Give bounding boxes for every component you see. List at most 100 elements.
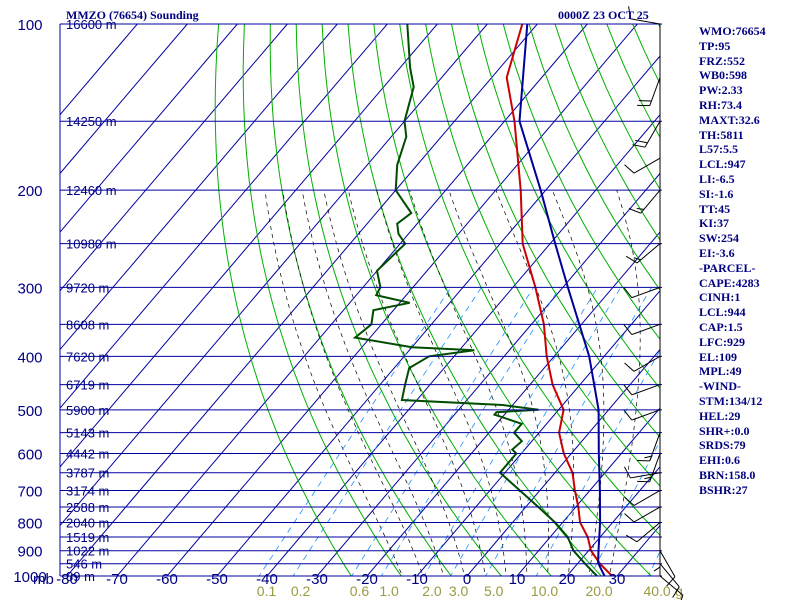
grid-layer <box>60 24 800 588</box>
mixing-ratio-line <box>351 287 534 576</box>
temperature-tick-label: -50 <box>206 571 228 588</box>
temperature-tick-label: 0 <box>463 571 471 588</box>
wind-barb-staff <box>633 490 661 506</box>
mixing-ratio-label: 2.0 <box>422 583 442 599</box>
wind-barb <box>628 189 661 214</box>
mixing-ratio-label: 0.2 <box>291 583 311 599</box>
index-item: EL:109 <box>699 349 738 364</box>
index-item: SW:254 <box>699 231 740 246</box>
isotherm-line <box>60 24 238 233</box>
wind-barb <box>637 432 661 462</box>
wind-barb-staff <box>659 550 676 577</box>
index-item: CAPE:4283 <box>699 275 760 290</box>
isotherm-line <box>60 24 338 351</box>
isotherm-line <box>60 24 388 409</box>
mixing-ratio-line <box>292 287 482 576</box>
wind-barb-flag <box>623 466 631 479</box>
wind-barb-flag <box>672 586 680 598</box>
temperature-tick-label: -40 <box>256 571 278 588</box>
wind-barb-staff <box>633 355 661 372</box>
mixing-ratio-line <box>450 287 622 576</box>
height-label: 89 m <box>66 569 95 584</box>
pressure-tick-label: 600 <box>17 447 42 464</box>
index-item: L57:5.5 <box>699 142 738 157</box>
isotherm-line <box>466 348 660 576</box>
height-label: 1022 m <box>66 544 109 559</box>
mixing-ratio-line <box>590 440 660 576</box>
isotherm-line <box>266 113 660 576</box>
index-item: BRN:158.0 <box>699 467 756 482</box>
wind-barb-flag <box>628 6 631 19</box>
wind-barb-staff <box>630 18 661 25</box>
isotherm-line <box>516 407 660 576</box>
index-item: LCL:947 <box>699 157 746 172</box>
index-item: STM:134/12 <box>699 393 763 408</box>
index-item: -PARCEL- <box>699 260 756 275</box>
mixing-ratio-line <box>647 550 660 576</box>
moist-adiabat-line <box>609 190 641 576</box>
wind-barb-flag <box>623 384 633 396</box>
temperature-tick-label: 10 <box>509 571 526 588</box>
wind-barb-staff <box>631 323 661 336</box>
wind-barb <box>659 550 676 587</box>
index-item: BSHR:27 <box>699 482 748 497</box>
wind-barb-flag <box>666 576 676 587</box>
temperature-tick-label: 20 <box>559 571 576 588</box>
height-label: 5143 m <box>66 426 109 441</box>
dewpoint-profile <box>352 24 598 576</box>
wind-barb-staff <box>633 157 661 174</box>
height-label: 1519 m <box>66 530 109 545</box>
wind-barb <box>623 409 661 421</box>
index-item: EHI:0.6 <box>699 453 741 468</box>
isotherm-line <box>60 24 188 175</box>
index-item: HEL:29 <box>699 408 741 423</box>
height-label: 16600 m <box>66 17 117 32</box>
height-label: 10980 m <box>66 237 117 252</box>
isotherm-line <box>116 24 588 576</box>
index-item: FRZ:552 <box>699 53 745 68</box>
index-item: MPL:49 <box>699 364 742 379</box>
wind-barb-flag <box>644 455 652 459</box>
dry-adiabat-line <box>242 24 402 576</box>
isotherm-line <box>366 231 660 576</box>
moist-adiabat-line <box>347 190 486 576</box>
index-item: WB0:598 <box>699 68 747 83</box>
height-label: 2040 m <box>66 516 109 531</box>
mixing-ratio-line <box>535 349 660 576</box>
height-label: 14250 m <box>66 114 117 129</box>
wind-barb-staff <box>633 506 661 523</box>
wind-barb <box>624 157 661 174</box>
dry-adiabat-line <box>451 24 660 438</box>
pressure-tick-label: 500 <box>17 403 42 420</box>
index-item: SI:-1.6 <box>699 186 734 201</box>
wind-barb <box>624 490 661 506</box>
wind-barb-flag <box>624 362 635 372</box>
height-label: 3174 m <box>66 483 109 498</box>
index-item: CAP:1.5 <box>699 319 743 334</box>
pressure-tick-label: 700 <box>17 483 42 500</box>
height-label: 5900 m <box>66 403 109 418</box>
parcel-profile <box>518 24 606 576</box>
mixing-ratio-label: 10.0 <box>531 583 558 599</box>
wind-barb-flag <box>680 595 684 600</box>
moist-adiabat-line <box>264 190 403 576</box>
wind-barb-staff <box>636 522 661 543</box>
index-item: MAXT:32.6 <box>699 112 760 127</box>
height-label: 546 m <box>66 557 102 572</box>
height-label: 7620 m <box>66 349 109 364</box>
wind-barb-staff <box>631 409 661 421</box>
dry-adiabat-line <box>762 24 800 588</box>
height-label: 6719 m <box>66 378 109 393</box>
pressure-tick-label: 100 <box>17 17 42 34</box>
dry-adiabat-line <box>295 24 502 576</box>
temperature-tick-label: -20 <box>356 571 378 588</box>
wind-barb <box>637 453 661 483</box>
temperature-tick-label: 30 <box>609 571 626 588</box>
wind-barb-flag <box>632 144 646 148</box>
dry-adiabat-line <box>373 24 652 576</box>
dry-adiabat-line <box>476 24 660 390</box>
wind-barbs <box>623 6 684 600</box>
stability-indices-list: WMO:76654 TP:95 FRZ:552 WB0:598 PW:2.33 RH:73… <box>699 24 766 498</box>
